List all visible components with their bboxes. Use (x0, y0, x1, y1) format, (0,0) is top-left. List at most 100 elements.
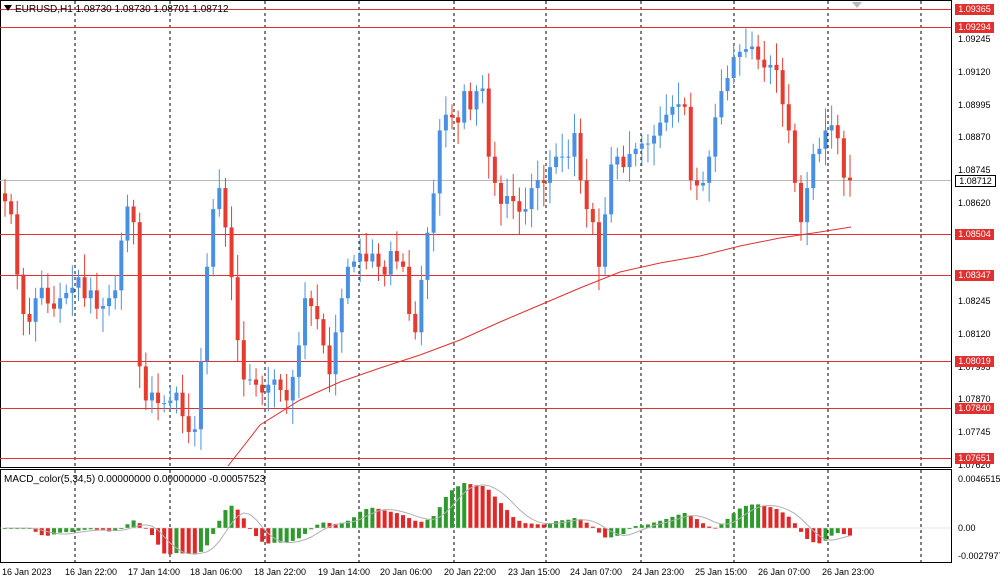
candle-body (688, 106, 693, 181)
chart-header: EURUSD,H1 1.08730 1.08730 1.08701 1.0871… (4, 4, 229, 15)
candle-body (768, 64, 773, 68)
macd-bar (799, 528, 804, 532)
level-price-tag[interactable]: 1.08347 (955, 270, 994, 281)
candle-body (131, 206, 136, 223)
price-axis-label: 1.08620 (958, 197, 991, 208)
macd-bar (707, 526, 712, 528)
candle-body (388, 251, 393, 275)
candle-body (211, 209, 216, 267)
candle-body (100, 306, 105, 309)
candle-body (156, 392, 161, 404)
candle-body (682, 104, 687, 107)
candle-body (664, 114, 669, 123)
time-axis-label: 18 Jan 22:00 (254, 567, 307, 577)
candle-body (713, 117, 718, 157)
macd-bar (529, 523, 534, 528)
macd-bar (394, 513, 399, 528)
price-axis-label: 1.07745 (958, 427, 991, 438)
macd-bar (462, 483, 467, 528)
chart-shift-icon[interactable] (852, 2, 862, 8)
candle-body (205, 266, 210, 362)
macd-bar (235, 509, 240, 528)
macd-bar (345, 520, 350, 528)
candle-body (394, 251, 399, 262)
macd-bar (486, 489, 491, 528)
candle-body (119, 240, 124, 291)
macd-bar (492, 496, 497, 528)
level-price-tag[interactable]: 1.07840 (955, 403, 994, 414)
macd-bar (174, 528, 179, 554)
candle-body (162, 403, 167, 405)
candle-body (523, 209, 528, 212)
candle-body (272, 379, 277, 385)
candle-body (94, 290, 99, 309)
candle-body (76, 277, 81, 288)
macd-bar (762, 505, 767, 528)
candle-body (658, 122, 663, 136)
level-price-tag[interactable]: 1.09294 (955, 22, 994, 33)
candle-body (621, 156, 626, 168)
macd-bar (474, 485, 479, 528)
macd-bar (517, 520, 522, 528)
time-axis-label: 25 Jan 15:00 (695, 567, 748, 577)
level-price-tag[interactable]: 1.09365 (955, 4, 994, 15)
level-price-tag[interactable]: 1.08504 (955, 229, 994, 240)
candle-body (443, 114, 448, 131)
macd-bar (382, 510, 387, 528)
macd-bar (848, 528, 852, 536)
symbol-label: EURUSD,H1 (15, 4, 73, 15)
candle-body (805, 188, 810, 223)
macd-bar (480, 485, 485, 528)
level-price-tag[interactable]: 1.08019 (955, 356, 994, 367)
candle-body (21, 274, 26, 314)
level-price-tag[interactable]: 1.07651 (955, 453, 994, 464)
candle-body (590, 209, 595, 223)
candle-body (529, 188, 534, 210)
macd-bar (327, 523, 332, 528)
candle-body (566, 156, 571, 158)
macd-bar (419, 521, 424, 528)
macd-bar (76, 528, 81, 531)
macd-bar (688, 515, 693, 528)
macd-bar (768, 507, 773, 528)
candle-body (327, 345, 332, 375)
candle-body (731, 57, 736, 79)
macd-bar (425, 519, 430, 528)
candle-body (486, 88, 491, 157)
macd-bar (725, 518, 730, 528)
price-axis-label: 1.08870 (958, 132, 991, 143)
macd-bar (841, 528, 846, 535)
candle-body (352, 261, 357, 267)
candle-body (817, 148, 822, 155)
triangle-down-icon[interactable] (4, 5, 12, 11)
price-axis-label: 1.08745 (958, 165, 991, 176)
macd-bar (505, 510, 510, 528)
macd-bar (658, 520, 663, 528)
macd-bar (792, 523, 797, 528)
candle-body (639, 143, 644, 149)
macd-bar (364, 509, 369, 528)
current-price-tag[interactable]: 1.08712 (955, 175, 996, 187)
macd-histogram (3, 483, 852, 555)
ohlc-values: 1.08730 1.08730 1.08701 1.08712 (75, 4, 229, 15)
candle-body (107, 298, 112, 307)
candle-body (480, 88, 485, 92)
macd-bar (621, 528, 626, 535)
macd-bar (211, 528, 216, 534)
price-axis-label: 1.08120 (958, 328, 991, 339)
macd-bar (339, 522, 344, 528)
macd-bar (756, 504, 761, 528)
macd-bar (284, 528, 289, 543)
macd-bar (247, 528, 252, 529)
macd-bar (131, 520, 136, 528)
macd-bar (376, 508, 381, 528)
macd-bar (835, 528, 840, 534)
candle-body (88, 290, 93, 299)
candle-body (456, 117, 461, 123)
macd-bar (370, 507, 375, 528)
candle-body (737, 51, 742, 58)
macd-bar (431, 516, 436, 528)
macd-axis-label: 0.0046515 (958, 474, 1000, 484)
time-axis-label: 26 Jan 23:00 (822, 567, 875, 577)
